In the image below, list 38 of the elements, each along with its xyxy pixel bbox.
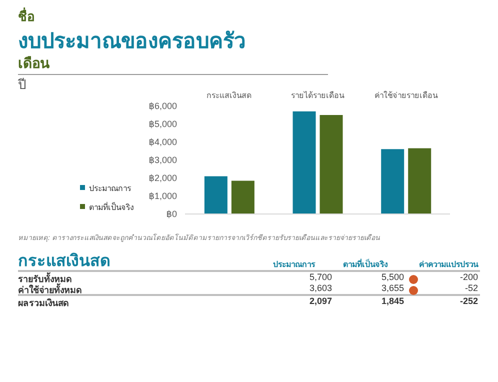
y-tick-label: ฿6,000 — [148, 101, 177, 112]
bar — [320, 115, 343, 214]
x-tick-label: ค่าใช้จ่ายรายเดือน — [374, 91, 438, 100]
bar — [292, 111, 316, 214]
text: 1,845 — [381, 296, 404, 306]
bar — [231, 180, 254, 214]
x-tick-label: รายได้รายเดือน — [291, 91, 345, 100]
text: ผลรวมเงินสด — [18, 297, 69, 310]
text: ประมาณการ — [273, 260, 315, 269]
text: กระแสเงินสด — [18, 252, 110, 272]
y-tick-label: ฿3,000 — [148, 155, 177, 166]
text: 3,603 — [309, 283, 332, 293]
x-tick-label: กระแสเงินสด — [206, 91, 252, 100]
text: รายรับทั้งหมด — [18, 272, 72, 284]
legend-label: ตามที่เป็นจริง — [89, 201, 134, 214]
y-tick-label: ฿2,000 — [148, 173, 177, 184]
text: -200 — [460, 272, 478, 282]
text: ค่าใช้จ่ายทั้งหมด — [18, 283, 82, 297]
text: -52 — [464, 283, 478, 293]
bar — [381, 149, 404, 214]
y-tick-label: ฿1,000 — [148, 191, 177, 202]
y-tick-label: ฿0 — [166, 209, 177, 220]
text: ปี — [18, 76, 26, 94]
text: -252 — [460, 296, 478, 306]
text: 5,700 — [309, 272, 332, 282]
text: เดือน — [18, 52, 328, 75]
text: ชื่อ — [18, 6, 35, 26]
legend-label: ประมาณการ — [89, 183, 131, 195]
text: ค่าความแปรปรวน — [419, 259, 478, 271]
bar — [204, 176, 228, 214]
y-tick-label: ฿4,000 — [148, 137, 177, 148]
chart-title: งบประมาณของครอบครัว — [18, 30, 246, 53]
text: ตามที่เป็นจริง — [343, 260, 388, 269]
y-tick-label: ฿5,000 — [148, 119, 177, 130]
bar — [408, 148, 432, 214]
text: 3,655 — [381, 283, 404, 293]
text: 2,097 — [309, 296, 332, 306]
text: 5,500 — [381, 272, 404, 282]
